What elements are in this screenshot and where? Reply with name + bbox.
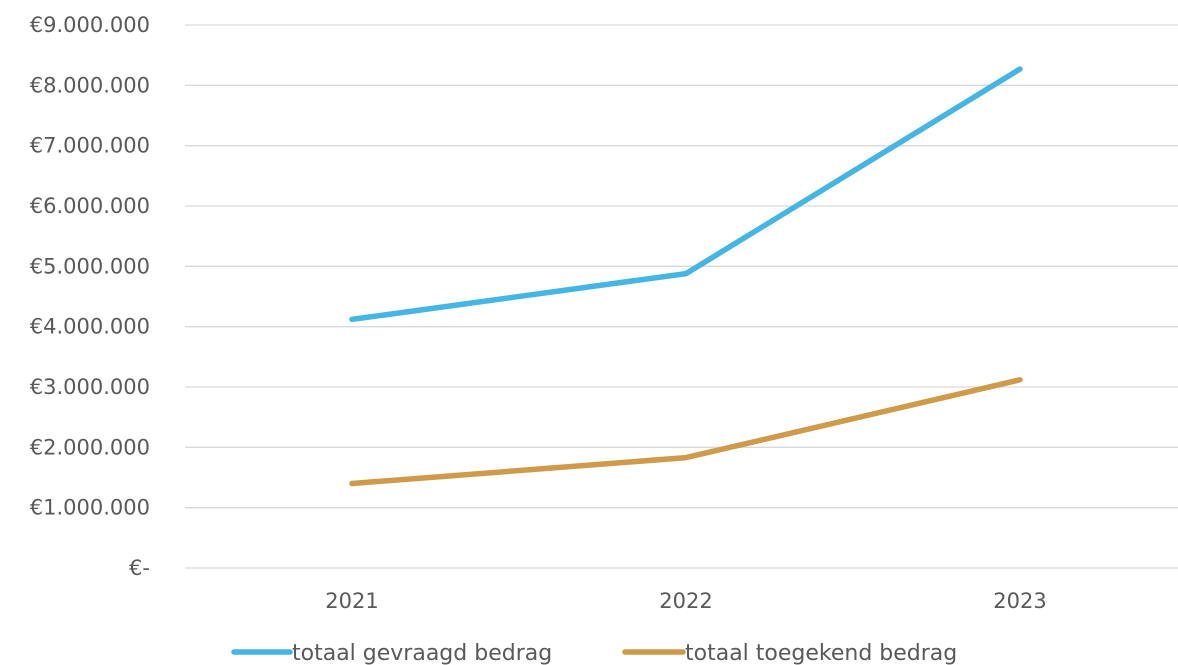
y-tick-label: €1.000.000: [30, 496, 150, 520]
legend-item: totaal toegekend bedrag: [622, 641, 957, 665]
x-tick-label: 2022: [659, 589, 712, 613]
y-axis-ticks: €- €1.000.000 €2.000.000 €3.000.000 €4.000.0…: [30, 13, 150, 580]
series-lines: [349, 66, 1023, 487]
legend-label: totaal gevraagd bedrag: [292, 641, 552, 665]
y-tick-label: €-: [129, 556, 150, 580]
legend-item: totaal gevraagd bedrag: [231, 641, 552, 665]
y-tick-label: €4.000.000: [30, 315, 150, 339]
y-tick-label: €7.000.000: [30, 134, 150, 158]
y-tick-label: €9.000.000: [30, 13, 150, 37]
series-line-1: [349, 377, 1023, 487]
series-line-0: [349, 66, 1023, 323]
x-tick-label: 2023: [993, 589, 1046, 613]
y-tick-label: €5.000.000: [30, 254, 150, 278]
y-tick-label: €2.000.000: [30, 435, 150, 459]
y-tick-label: €8.000.000: [30, 73, 150, 97]
legend: totaal gevraagd bedrag totaal toegekend b…: [231, 641, 957, 665]
legend-label: totaal toegekend bedrag: [685, 641, 957, 665]
x-tick-label: 2021: [325, 589, 378, 613]
y-tick-label: €6.000.000: [30, 194, 150, 218]
gridlines: [185, 24, 1178, 569]
y-tick-label: €3.000.000: [30, 375, 150, 399]
x-axis-ticks: 2021 2022 2023: [325, 589, 1046, 613]
